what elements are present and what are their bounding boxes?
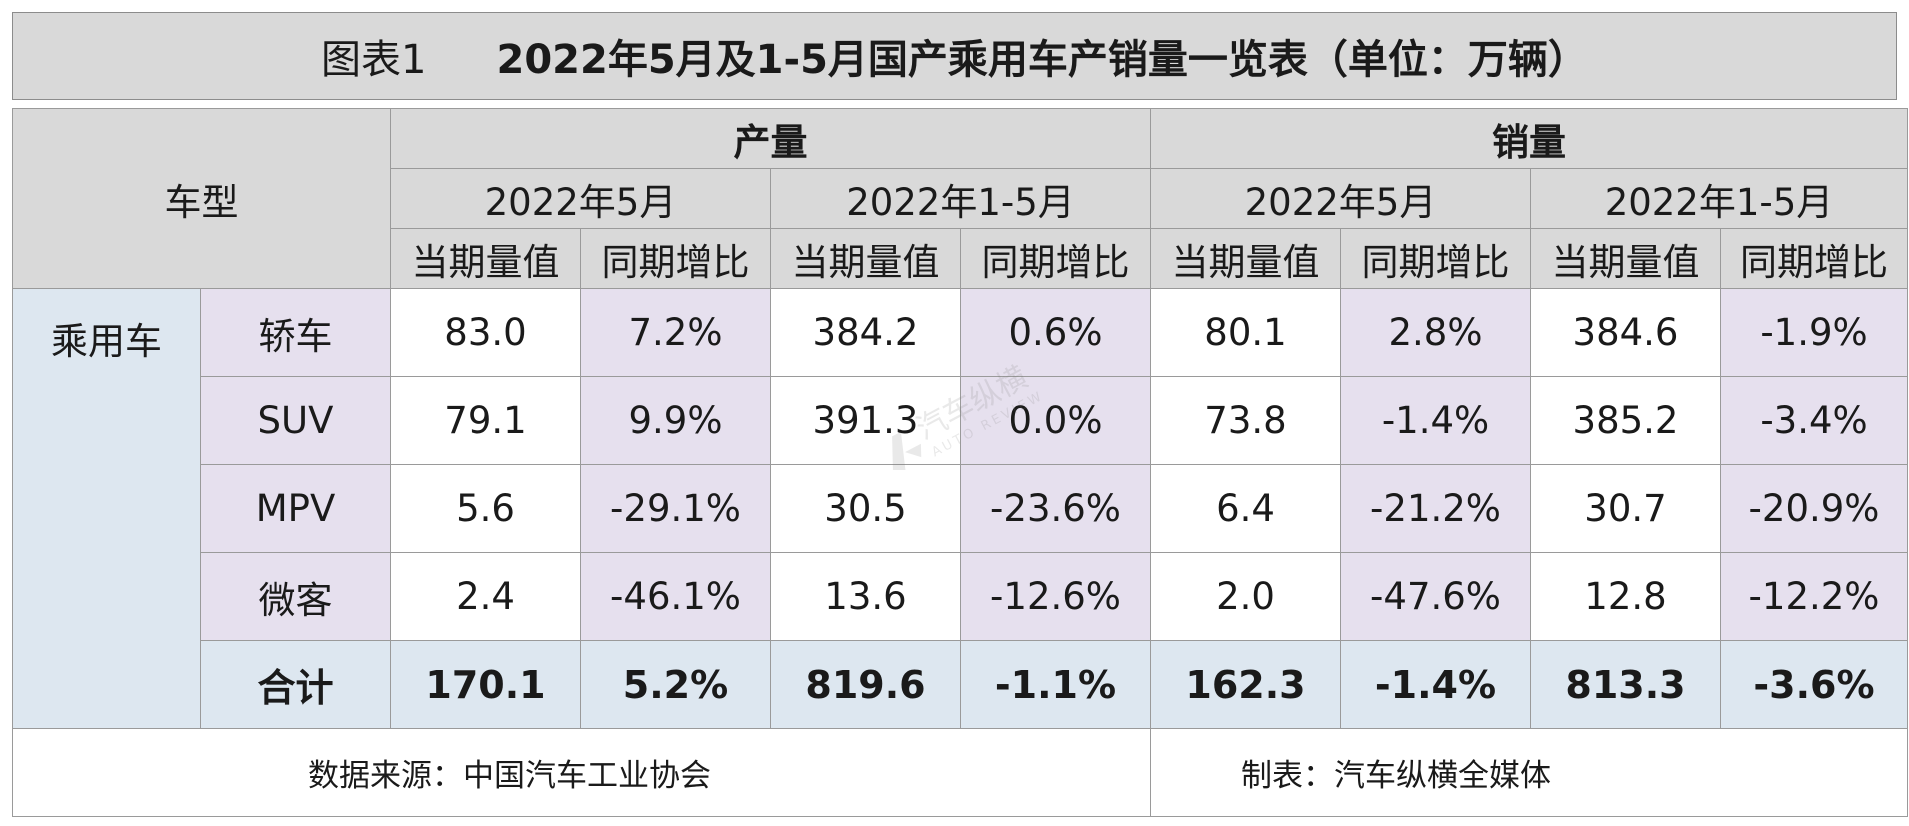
- value-cell: 391.3: [770, 376, 961, 465]
- growth-cell: -1.9%: [1720, 288, 1908, 377]
- metric-header: 当期量值: [1150, 228, 1341, 289]
- table-title-bar: 图表1 2022年5月及1-5月国产乘用车产销量一览表（单位：万辆）: [12, 12, 1897, 100]
- growth-cell: 0.0%: [960, 376, 1151, 465]
- data-source: 数据来源：中国汽车工业协会: [12, 728, 1151, 817]
- growth-cell: -1.4%: [1340, 376, 1531, 465]
- metric-header: 当期量值: [770, 228, 961, 289]
- growth-cell: -23.6%: [960, 464, 1151, 553]
- value-cell: 2.0: [1150, 552, 1341, 641]
- total-value-cell: 170.1: [390, 640, 581, 729]
- value-cell: 5.6: [390, 464, 581, 553]
- growth-cell: -12.6%: [960, 552, 1151, 641]
- total-row: 合计 170.1 5.2% 819.6 -1.1% 162.3 -1.4% 81…: [13, 640, 1908, 729]
- growth-cell: 9.9%: [580, 376, 771, 465]
- total-growth-cell: -1.1%: [960, 640, 1151, 729]
- value-cell: 83.0: [390, 288, 581, 377]
- table-row: 乘用车 轿车 83.0 7.2% 384.2 0.6% 80.1 2.8% 38…: [12, 288, 1908, 729]
- value-cell: 79.1: [390, 376, 581, 465]
- growth-cell: -3.4%: [1720, 376, 1908, 465]
- growth-cell: -29.1%: [580, 464, 771, 553]
- total-value-cell: 813.3: [1530, 640, 1721, 729]
- metric-header: 当期量值: [390, 228, 581, 289]
- metric-header: 同期增比: [960, 228, 1151, 289]
- value-cell: 73.8: [1150, 376, 1341, 465]
- total-growth-cell: -1.4%: [1340, 640, 1531, 729]
- vehicle-type-cell: 轿车: [200, 288, 391, 377]
- value-cell: 384.6: [1530, 288, 1721, 377]
- table-row: 微客 2.4 -46.1% 13.6 -12.6% 2.0 -47.6% 12.…: [13, 552, 1908, 641]
- growth-cell: 0.6%: [960, 288, 1151, 377]
- total-value-cell: 162.3: [1150, 640, 1341, 729]
- growth-cell: 2.8%: [1340, 288, 1531, 377]
- growth-cell: -46.1%: [580, 552, 771, 641]
- value-cell: 2.4: [390, 552, 581, 641]
- value-cell: 13.6: [770, 552, 961, 641]
- metric-header: 同期增比: [1340, 228, 1531, 289]
- growth-cell: -20.9%: [1720, 464, 1908, 553]
- value-cell: 30.7: [1530, 464, 1721, 553]
- period-header: 2022年5月: [390, 168, 771, 229]
- group-header-sales: 销量: [1150, 108, 1908, 169]
- growth-cell: 7.2%: [580, 288, 771, 377]
- value-cell: 6.4: [1150, 464, 1341, 553]
- growth-cell: -12.2%: [1720, 552, 1908, 641]
- figure-label: 图表1: [321, 37, 427, 83]
- table-title: 2022年5月及1-5月国产乘用车产销量一览表（单位：万辆）: [496, 37, 1588, 83]
- value-cell: 385.2: [1530, 376, 1721, 465]
- vehicle-type-cell: MPV: [200, 464, 391, 553]
- total-label: 合计: [200, 640, 391, 729]
- value-cell: 384.2: [770, 288, 961, 377]
- period-header: 2022年1-5月: [770, 168, 1151, 229]
- total-growth-cell: 5.2%: [580, 640, 771, 729]
- category-cell: 乘用车: [12, 288, 201, 729]
- metric-header: 同期增比: [1720, 228, 1908, 289]
- data-table: 车型 产量 销量 2022年5月 2022年1-5月 2022年5月 2022年…: [12, 108, 1908, 817]
- row-header-label: 车型: [12, 108, 391, 289]
- total-growth-cell: -3.6%: [1720, 640, 1908, 729]
- table-maker: 制表：汽车纵横全媒体: [1150, 728, 1908, 817]
- table-row: SUV 79.1 9.9% 391.3 0.0% 73.8 -1.4% 385.…: [13, 376, 1908, 465]
- vehicle-type-cell: SUV: [200, 376, 391, 465]
- growth-cell: -47.6%: [1340, 552, 1531, 641]
- value-cell: 30.5: [770, 464, 961, 553]
- metric-header: 同期增比: [580, 228, 771, 289]
- vehicle-type-cell: 微客: [200, 552, 391, 641]
- table-row: MPV 5.6 -29.1% 30.5 -23.6% 6.4 -21.2% 30…: [13, 464, 1908, 553]
- total-value-cell: 819.6: [770, 640, 961, 729]
- period-header: 2022年5月: [1150, 168, 1531, 229]
- metric-header: 当期量值: [1530, 228, 1721, 289]
- growth-cell: -21.2%: [1340, 464, 1531, 553]
- value-cell: 12.8: [1530, 552, 1721, 641]
- value-cell: 80.1: [1150, 288, 1341, 377]
- period-header: 2022年1-5月: [1530, 168, 1908, 229]
- group-header-production: 产量: [390, 108, 1151, 169]
- footer-row: 数据来源：中国汽车工业协会 制表：汽车纵横全媒体: [12, 728, 1908, 817]
